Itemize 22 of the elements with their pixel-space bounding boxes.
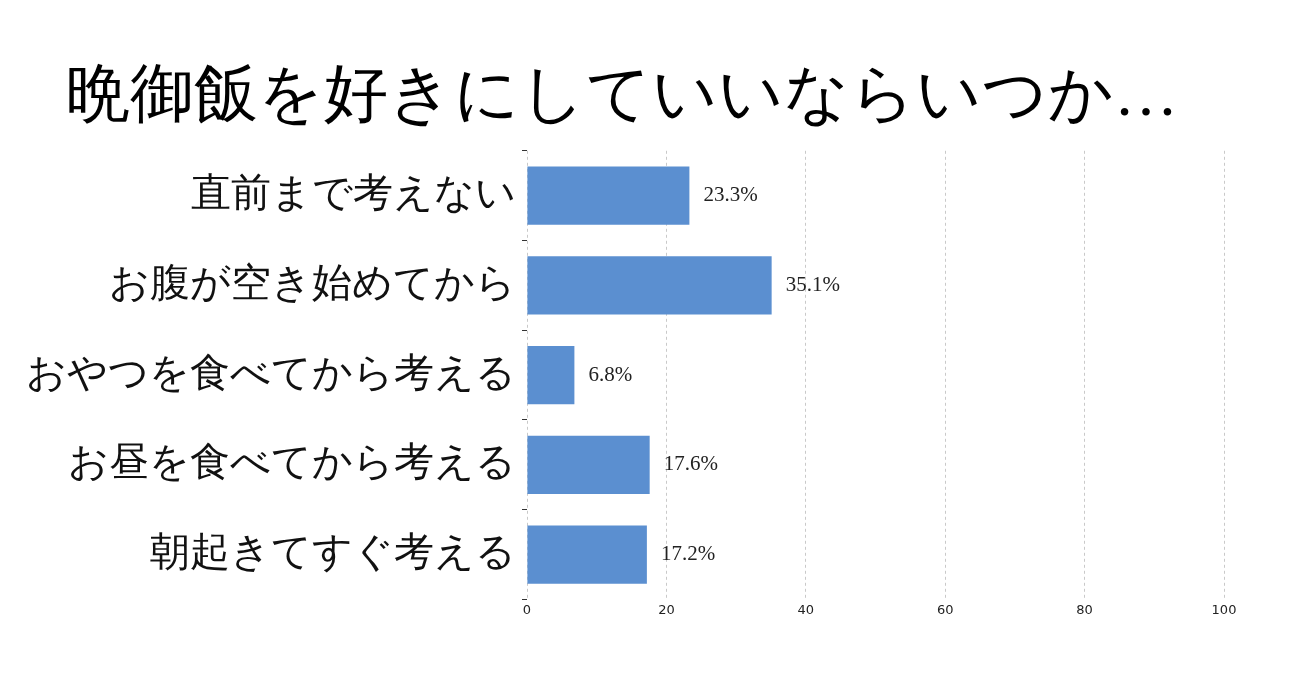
y-tick-label: おやつを食べてから考える <box>26 349 516 395</box>
x-tick-label: 60 <box>936 601 954 617</box>
chart-title: 晩御飯を好きにしていいならいつか… <box>66 58 1178 130</box>
bar <box>527 525 647 584</box>
data-label: 23.3% <box>703 182 758 207</box>
y-tick-label: 直前まで考えない <box>191 170 516 216</box>
x-tick-label: 20 <box>658 601 675 617</box>
x-tick-label: 100 <box>1211 601 1237 617</box>
bar <box>527 256 772 315</box>
data-label: 6.8% <box>588 361 633 386</box>
x-tick-label: 0 <box>522 601 532 617</box>
y-tick-label: お昼を食べてから考える <box>68 439 516 485</box>
x-tick-label: 40 <box>797 601 815 617</box>
bar <box>527 345 575 405</box>
data-label: 17.2% <box>660 541 716 566</box>
data-label: 17.6% <box>663 451 718 476</box>
y-tick-label: 朝起きてすぐ考える <box>150 529 516 575</box>
bar <box>527 435 650 494</box>
x-tick-label: 80 <box>1076 601 1093 617</box>
bar <box>527 166 690 225</box>
data-label: 35.1% <box>785 271 840 296</box>
y-tick-label: お腹が空き始めてから <box>109 259 516 305</box>
